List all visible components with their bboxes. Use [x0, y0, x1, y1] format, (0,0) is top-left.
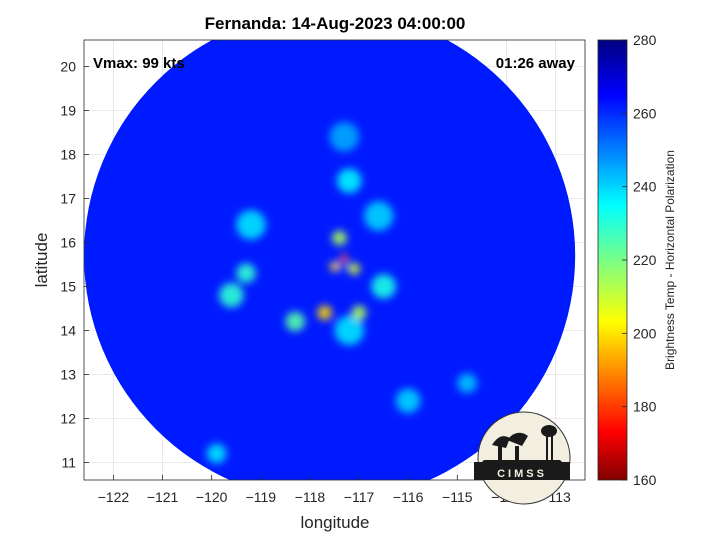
y-tick-label: 15	[60, 278, 76, 294]
feature-band-south-2	[334, 315, 364, 346]
y-tick-label: 11	[61, 454, 76, 470]
y-tick-label: 13	[60, 366, 76, 382]
x-tick-label: −116	[393, 489, 424, 505]
feature-outer-band-north	[329, 122, 360, 152]
time-away-annotation: 01:26 away	[496, 55, 576, 72]
feature-band-north-west	[236, 210, 266, 240]
chart-title: Fernanda: 14-Aug-2023 04:00:00	[205, 14, 466, 33]
y-tick-label: 19	[60, 102, 76, 118]
y-tick-label: 12	[60, 410, 76, 426]
swath-background	[84, 40, 576, 480]
feature-band-east	[371, 274, 396, 299]
feature-band-north	[332, 230, 347, 246]
plot-frame	[83, 39, 586, 481]
feature-band-far-north	[336, 168, 362, 194]
feature-band-west	[219, 282, 244, 308]
feature-eyewall-west	[329, 261, 340, 272]
vmax-annotation: Vmax: 99 kts	[93, 55, 185, 72]
colorbar-tick-label: 280	[633, 32, 657, 48]
logo-silhouette	[474, 425, 570, 480]
x-tick-label: −115	[442, 489, 473, 505]
logo-text: CIMSS	[497, 468, 547, 480]
swath-region	[84, 40, 576, 480]
x-tick-label: −121	[147, 489, 179, 505]
colorbar-tick-label: 240	[633, 179, 657, 195]
feature-outer-band-south-west	[206, 443, 227, 464]
feature-band-south-west	[285, 311, 306, 332]
y-axis-label: latitude	[32, 233, 51, 288]
colorbar-tick-label: 260	[633, 105, 657, 121]
logo-disc	[477, 411, 571, 505]
y-ticks: 11 12 13 14 15 16 17 18 19 20	[60, 58, 89, 470]
x-ticks: −122−121−120−119−118−117−116−115−114−113	[98, 475, 571, 505]
x-tick-label: −118	[295, 489, 326, 505]
colorbar-tick-label: 200	[633, 325, 657, 341]
feature-eyewall-north	[340, 253, 349, 262]
y-tick-label: 17	[60, 190, 76, 206]
colorbar-label: Brightness Temp - Horizontal Polarizatio…	[663, 150, 677, 370]
feature-band-south-east	[351, 305, 367, 321]
feature-band-west-2	[236, 263, 256, 284]
y-tick-label: 16	[60, 234, 76, 250]
feature-outer-band-east	[457, 373, 477, 394]
feature-band-north-east	[363, 201, 394, 231]
feature-eyewall-east	[348, 262, 361, 275]
x-tick-label: −119	[246, 489, 277, 505]
feature-band-south	[317, 305, 333, 321]
y-tick-label: 18	[60, 146, 76, 162]
colorbar-tick-label: 180	[633, 399, 657, 415]
y-tick-label: 20	[60, 58, 76, 74]
x-tick-label: −122	[98, 489, 130, 505]
feature-outer-band-south-east	[395, 388, 421, 414]
cimss-logo: CIMSS	[474, 411, 571, 505]
colorbar-tick-label: 220	[633, 252, 657, 268]
y-tick-label: 14	[60, 322, 76, 338]
colorbar-tick-label: 160	[633, 472, 657, 488]
convective-features	[206, 122, 477, 464]
x-tick-label: −120	[196, 489, 228, 505]
x-tick-label: −117	[344, 489, 375, 505]
colorbar-ticks: 160 180 200 220 240 260 280	[622, 32, 657, 488]
x-axis-label: longitude	[300, 513, 369, 532]
